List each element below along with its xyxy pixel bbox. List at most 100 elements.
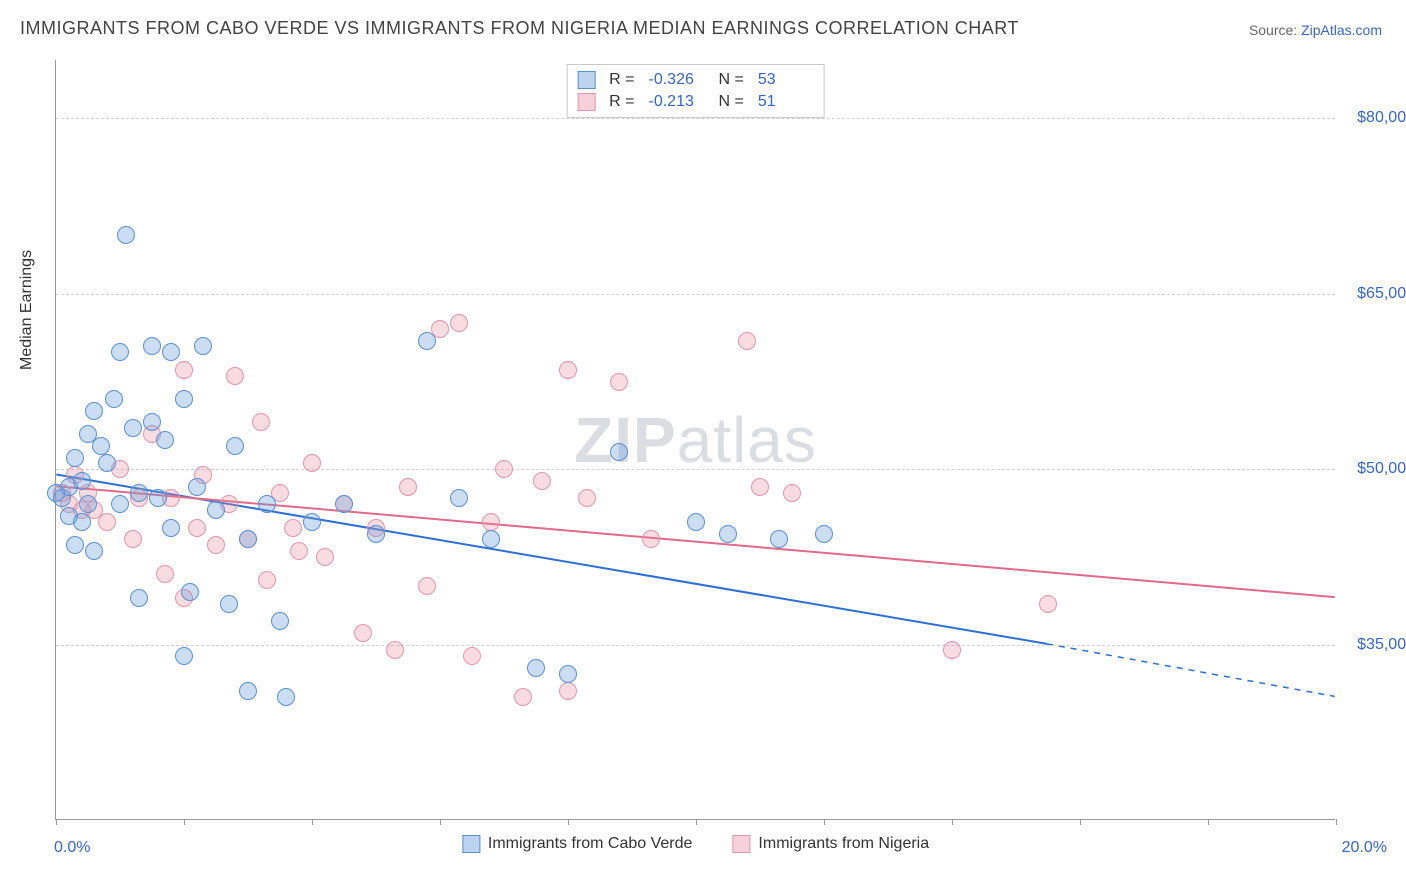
scatter-point-nigeria <box>354 624 372 642</box>
x-tick <box>952 819 953 825</box>
scatter-point-cabo <box>73 513 91 531</box>
scatter-point-nigeria <box>156 565 174 583</box>
scatter-point-nigeria <box>559 361 577 379</box>
scatter-point-cabo <box>85 542 103 560</box>
scatter-point-cabo <box>117 226 135 244</box>
scatter-point-nigeria <box>284 519 302 537</box>
source-attribution: Source: ZipAtlas.com <box>1249 22 1382 38</box>
x-tick <box>1336 819 1337 825</box>
scatter-point-nigeria <box>316 548 334 566</box>
watermark-rest: atlas <box>677 404 817 476</box>
scatter-point-cabo <box>66 449 84 467</box>
y-tick-label: $35,000 <box>1345 636 1406 654</box>
scatter-point-cabo <box>367 525 385 543</box>
scatter-point-nigeria <box>124 530 142 548</box>
legend-label: Immigrants from Cabo Verde <box>488 835 693 853</box>
legend-swatch <box>462 835 480 853</box>
bottom-legend: Immigrants from Cabo Verde Immigrants fro… <box>462 835 929 853</box>
scatter-point-nigeria <box>188 519 206 537</box>
x-tick-label-max: 20.0% <box>1342 839 1387 857</box>
scatter-point-cabo <box>277 688 295 706</box>
x-tick <box>184 819 185 825</box>
x-tick <box>1080 819 1081 825</box>
scatter-point-cabo <box>194 337 212 355</box>
source-link[interactable]: ZipAtlas.com <box>1301 22 1382 38</box>
stats-r-label: R = <box>609 71 634 89</box>
scatter-point-cabo <box>450 489 468 507</box>
scatter-point-cabo <box>66 536 84 554</box>
watermark: ZIPatlas <box>574 403 817 477</box>
grid-line <box>56 294 1335 295</box>
scatter-point-nigeria <box>482 513 500 531</box>
y-tick-label: $80,000 <box>1345 109 1406 127</box>
y-tick-label: $65,000 <box>1345 285 1406 303</box>
scatter-point-cabo <box>130 589 148 607</box>
scatter-point-cabo <box>162 343 180 361</box>
grid-line <box>56 118 1335 119</box>
stats-n-value-nigeria: 51 <box>758 93 814 111</box>
scatter-point-cabo <box>73 472 91 490</box>
scatter-point-nigeria <box>495 460 513 478</box>
stats-n-value-cabo: 53 <box>758 71 814 89</box>
scatter-point-cabo <box>226 437 244 455</box>
x-tick <box>696 819 697 825</box>
source-label: Source: <box>1249 22 1301 38</box>
watermark-bold: ZIP <box>574 404 677 476</box>
scatter-point-cabo <box>149 489 167 507</box>
scatter-point-cabo <box>610 443 628 461</box>
scatter-point-nigeria <box>399 478 417 496</box>
y-tick-label: $50,000 <box>1345 460 1406 478</box>
x-tick <box>1208 819 1209 825</box>
legend-item: Immigrants from Cabo Verde <box>462 835 693 853</box>
scatter-point-nigeria <box>751 478 769 496</box>
scatter-point-nigeria <box>642 530 660 548</box>
scatter-point-cabo <box>111 495 129 513</box>
scatter-point-nigeria <box>610 373 628 391</box>
scatter-point-cabo <box>220 595 238 613</box>
scatter-point-nigeria <box>450 314 468 332</box>
scatter-point-nigeria <box>303 454 321 472</box>
scatter-point-nigeria <box>578 489 596 507</box>
scatter-point-cabo <box>335 495 353 513</box>
scatter-point-nigeria <box>252 413 270 431</box>
scatter-point-cabo <box>527 659 545 677</box>
scatter-point-nigeria <box>559 682 577 700</box>
scatter-point-cabo <box>687 513 705 531</box>
scatter-point-cabo <box>418 332 436 350</box>
x-tick <box>824 819 825 825</box>
stats-row-cabo: R =-0.326N =53 <box>577 69 814 91</box>
scatter-point-nigeria <box>738 332 756 350</box>
scatter-point-nigeria <box>1039 595 1057 613</box>
grid-line <box>56 645 1335 646</box>
scatter-point-cabo <box>482 530 500 548</box>
grid-line <box>56 469 1335 470</box>
chart-plot-area: ZIPatlas R =-0.326N =53R =-0.213N =51 Im… <box>55 60 1335 820</box>
scatter-point-cabo <box>815 525 833 543</box>
stats-row-nigeria: R =-0.213N =51 <box>577 91 814 113</box>
scatter-point-cabo <box>79 495 97 513</box>
scatter-point-nigeria <box>258 571 276 589</box>
scatter-point-cabo <box>258 495 276 513</box>
scatter-point-cabo <box>85 402 103 420</box>
scatter-point-cabo <box>92 437 110 455</box>
y-axis-title: Median Earnings <box>18 250 36 370</box>
stats-r-label: R = <box>609 93 634 111</box>
legend-item: Immigrants from Nigeria <box>732 835 929 853</box>
scatter-point-nigeria <box>514 688 532 706</box>
scatter-point-nigeria <box>226 367 244 385</box>
scatter-point-cabo <box>181 583 199 601</box>
scatter-point-cabo <box>156 431 174 449</box>
x-tick <box>56 819 57 825</box>
trend-lines-svg <box>56 60 1335 819</box>
trend-line-cabo <box>56 475 1047 644</box>
trend-line-dash-cabo <box>1047 644 1335 697</box>
scatter-point-cabo <box>303 513 321 531</box>
x-tick-label-min: 0.0% <box>54 839 90 857</box>
stats-n-label: N = <box>719 93 744 111</box>
scatter-point-nigeria <box>290 542 308 560</box>
scatter-point-nigeria <box>783 484 801 502</box>
scatter-point-cabo <box>239 682 257 700</box>
scatter-point-cabo <box>770 530 788 548</box>
scatter-point-nigeria <box>418 577 436 595</box>
x-tick <box>312 819 313 825</box>
